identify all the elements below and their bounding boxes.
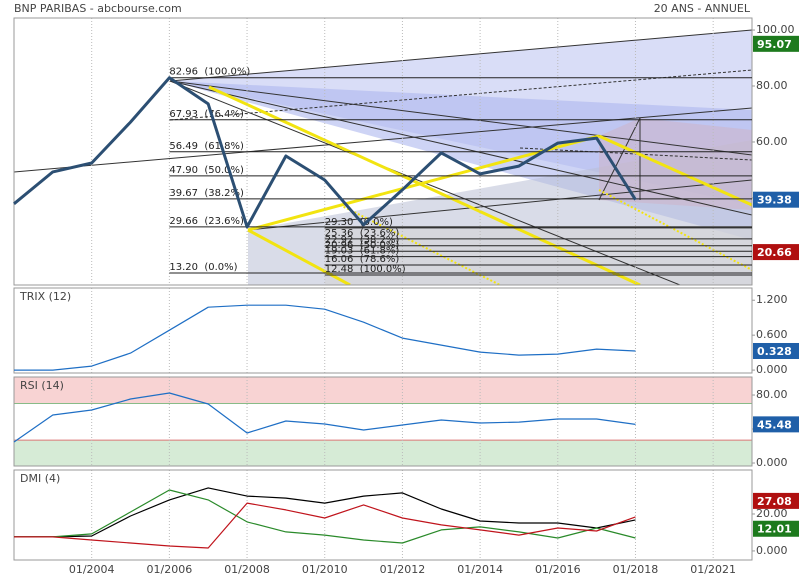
fibonacci-label: 20.96 (50.0%) (325, 240, 400, 251)
x-tick-label: 01/2018 (613, 563, 659, 576)
value-tag-label: 39.38 (757, 194, 792, 207)
price-line (14, 487, 636, 538)
y-tick-label: 1.200 (756, 293, 788, 306)
fibonacci-label: 56.49 (61.8%) (169, 141, 244, 152)
value-tag-label: 20.66 (757, 246, 792, 259)
price-line (13, 392, 636, 443)
x-tick-label: 01/2008 (224, 563, 270, 576)
chart-title: BNP PARIBAS - abcbourse.com (14, 2, 182, 15)
fibonacci-label: 16.06 (78.6%) (325, 254, 400, 265)
y-tick-label: 80.00 (756, 388, 788, 401)
x-tick-label: 01/2010 (302, 563, 348, 576)
y-tick-label: 60.00 (756, 135, 788, 148)
value-tag-label: 95.07 (757, 38, 792, 51)
y-tick-label: 20.00 (756, 507, 788, 520)
y-tick-label: 0.000 (756, 544, 788, 557)
value-tag-label: 12.01 (757, 523, 792, 536)
y-tick-label: 0.600 (756, 328, 788, 341)
fibonacci-label: 82.96 (100.0%) (169, 67, 250, 78)
fibonacci-label: 22.92 (38.2%) (325, 235, 400, 246)
price-line (14, 304, 636, 371)
panel-title: TRIX (12) (19, 290, 71, 303)
zone-band (14, 440, 752, 466)
x-tick-label: 01/2012 (380, 563, 426, 576)
x-tick-label: 01/2016 (535, 563, 581, 576)
y-tick-label: 0.000 (756, 363, 788, 376)
panel-title: DMI (4) (20, 472, 60, 485)
price-line (14, 502, 636, 549)
fibonacci-label: 29.66 (23.6%) (169, 216, 244, 227)
value-tag (753, 191, 799, 208)
panel-frame (13, 469, 753, 561)
fibonacci-label: 19.03 (61.8%) (325, 246, 400, 257)
panel-title: RSI (14) (20, 379, 64, 392)
fibonacci-label: 67.93 (76.4%) (169, 109, 244, 120)
fibonacci-label: 47.90 (50.0%) (169, 165, 244, 176)
value-tag-label: 0.328 (757, 345, 792, 358)
value-tag (753, 492, 799, 509)
y-tick-label: 0.000 (756, 456, 788, 469)
price-line (13, 76, 637, 229)
panel-frame (13, 376, 753, 467)
fibonacci-label: 29.30 (0.0%) (325, 217, 393, 228)
x-tick-label: 01/2014 (457, 563, 503, 576)
fibonacci-label: 39.67 (38.2%) (169, 188, 244, 199)
x-tick-label: 01/2006 (147, 563, 193, 576)
zone-band (14, 377, 752, 404)
value-tag (753, 416, 799, 433)
value-tag-label: 45.48 (757, 418, 792, 431)
y-tick-label: 80.00 (756, 79, 788, 92)
y-tick-label: 100.00 (756, 23, 795, 36)
value-tag-label: 27.08 (757, 495, 792, 508)
value-tag (753, 35, 799, 52)
fibonacci-label: 12.48 (100.0%) (325, 264, 406, 275)
chart-subtitle: 20 ANS - ANNUEL (654, 2, 751, 15)
value-tag (753, 244, 799, 261)
x-tick-label: 01/2004 (69, 563, 115, 576)
panel-frame (13, 287, 753, 374)
price-line (14, 489, 636, 544)
fibonacci-label: 13.20 (0.0%) (169, 262, 237, 273)
x-tick-label: 01/2021 (690, 563, 736, 576)
value-tag (753, 342, 799, 359)
fibonacci-label: 25.36 (23.6%) (325, 228, 400, 239)
value-tag (753, 520, 799, 537)
